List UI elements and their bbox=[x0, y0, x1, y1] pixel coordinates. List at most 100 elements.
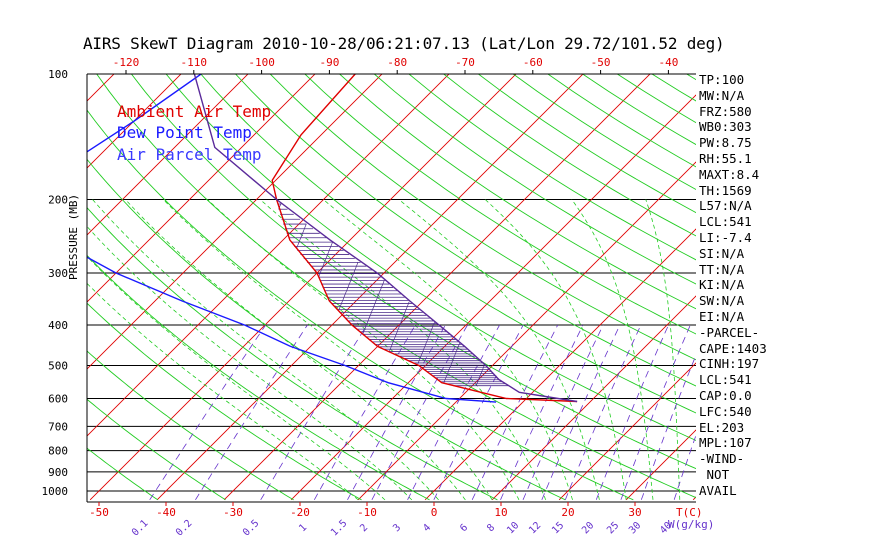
index-item: PW:8.75 bbox=[699, 135, 752, 151]
isotherm-0 bbox=[424, 228, 696, 501]
index-item: AVAIL bbox=[699, 482, 737, 498]
mixing-ratio-12 bbox=[541, 324, 621, 500]
cape-hatch-diagonal bbox=[417, 322, 435, 365]
dry-adiabat-340 bbox=[200, 74, 696, 414]
index-item: WB0:303 bbox=[699, 119, 752, 135]
mixing-ratio-label-0.1: 0.1 bbox=[130, 518, 151, 539]
bottom-temp-label-0: 0 bbox=[431, 506, 438, 519]
dry-adiabat-420 bbox=[478, 74, 696, 214]
index-item: -PARCEL- bbox=[699, 324, 760, 340]
top-temp-label--60: -60 bbox=[523, 56, 543, 69]
isotherm--30 bbox=[223, 74, 651, 501]
cape-hatch-diagonal bbox=[475, 364, 485, 386]
bottom-temp-label--20: -20 bbox=[290, 506, 310, 519]
page-title: AIRS SkewT Diagram 2010-10-28/06:21:07.1… bbox=[83, 34, 725, 53]
parcel-temp-line bbox=[193, 74, 578, 403]
isotherm--70 bbox=[87, 74, 383, 370]
index-item: KI:N/A bbox=[699, 277, 745, 293]
mixing-ratio-label-0.2: 0.2 bbox=[174, 518, 195, 539]
mixing-ratio-label-15: 15 bbox=[550, 520, 566, 536]
cape-hatch-diagonal bbox=[443, 342, 460, 383]
cape-hatch-diagonal bbox=[388, 301, 410, 352]
index-item: TP:100 bbox=[699, 72, 745, 87]
dry-adiabat-400 bbox=[408, 74, 696, 261]
moist-adiabat-6 bbox=[125, 199, 466, 501]
dry-adiabat-350 bbox=[235, 74, 696, 387]
mixing-ratio-3 bbox=[407, 324, 500, 500]
pressure-label-300: 300 bbox=[48, 267, 68, 280]
bottom-temp-label--40: -40 bbox=[156, 506, 176, 519]
top-temp-label--40: -40 bbox=[658, 56, 678, 69]
dry-adiabat-240 bbox=[87, 398, 226, 501]
mixing-ratio-label-3: 3 bbox=[391, 522, 403, 534]
cape-hatch-diagonal bbox=[296, 223, 307, 249]
dry-adiabat-250 bbox=[87, 350, 294, 501]
moist-adiabat-26 bbox=[398, 199, 600, 500]
mixing-ratio-20 bbox=[595, 324, 669, 500]
isotherm--120 bbox=[0, 65, 56, 500]
index-item: TH:1569 bbox=[699, 182, 752, 198]
mixing-ratio-label-20: 20 bbox=[580, 520, 596, 536]
mixing-ratio-2 bbox=[371, 324, 468, 500]
bottom-temp-label--10: -10 bbox=[357, 506, 377, 519]
dry-adiabat-270 bbox=[87, 254, 430, 501]
mixing-ratio-4 bbox=[433, 324, 524, 500]
top-temp-label--100: -100 bbox=[248, 56, 275, 69]
top-temp-label--70: -70 bbox=[455, 56, 475, 69]
moist-adiabat-34 bbox=[571, 199, 654, 500]
index-item: FRZ:580 bbox=[699, 103, 752, 119]
dry-adiabat-290 bbox=[87, 158, 566, 501]
moist-adiabat--2 bbox=[87, 225, 413, 501]
ambient-temp-line bbox=[271, 74, 578, 403]
pressure-label-200: 200 bbox=[48, 194, 68, 207]
mixing-ratio-6 bbox=[471, 324, 559, 500]
pressure-label-1000: 1000 bbox=[42, 485, 69, 498]
isotherm--110 bbox=[87, 74, 115, 102]
mixing-ratio-1.5 bbox=[347, 324, 446, 500]
mixing-ratio-label-0.5: 0.5 bbox=[241, 518, 262, 539]
mixing-ratio-label-12: 12 bbox=[527, 520, 543, 536]
moist-adiabat-30 bbox=[484, 199, 627, 500]
index-item: -WIND- bbox=[699, 451, 745, 467]
dry-adiabat-320 bbox=[131, 74, 696, 470]
legend-ambient-air-temp: Ambient Air Temp bbox=[117, 102, 272, 121]
pressure-label-400: 400 bbox=[48, 319, 68, 332]
dry-adiabat-390 bbox=[374, 74, 696, 285]
dry-adiabat-380 bbox=[339, 74, 696, 310]
bottom-temp-label-10: 10 bbox=[494, 506, 507, 519]
index-item: LCL:541 bbox=[699, 214, 752, 230]
bottom-temp-label--30: -30 bbox=[223, 506, 243, 519]
index-item: CAPE:1403 bbox=[699, 340, 767, 356]
isotherm--40 bbox=[156, 74, 584, 501]
isotherm-60 bbox=[827, 65, 870, 500]
isotherm-20 bbox=[558, 362, 696, 501]
index-item: MAXT:8.4 bbox=[699, 166, 760, 182]
cape-hatch-diagonal bbox=[362, 280, 385, 335]
isotherm--80 bbox=[87, 74, 316, 303]
moist-adiabat-22 bbox=[323, 199, 573, 500]
index-item: CINH:197 bbox=[699, 356, 760, 372]
y-axis-label: PRESSURE (MB) bbox=[67, 193, 80, 280]
dry-adiabat-260 bbox=[87, 302, 362, 501]
dry-adiabat-360 bbox=[269, 74, 696, 361]
mixing-ratio-label-8: 8 bbox=[485, 522, 497, 534]
cape-hatch-diagonal bbox=[318, 241, 333, 278]
mixing-ratio-unit: W(g/kg) bbox=[668, 518, 714, 531]
top-temp-label--90: -90 bbox=[319, 56, 339, 69]
pressure-label-800: 800 bbox=[48, 445, 68, 458]
mixing-ratio-25 bbox=[620, 324, 691, 500]
index-item: NOT bbox=[699, 466, 730, 482]
pressure-label-700: 700 bbox=[48, 420, 68, 433]
stability-indices-list: TP:100 MW:N/A FRZ:580 WB0:303 PW:8.75 RH:55.1… bbox=[699, 72, 767, 499]
index-item: L57:N/A bbox=[699, 198, 752, 214]
mixing-ratio-8 bbox=[500, 324, 584, 500]
mixing-ratio-label-25: 25 bbox=[605, 520, 621, 536]
top-temp-label--110: -110 bbox=[181, 56, 208, 69]
mixing-ratio-label-10: 10 bbox=[505, 520, 521, 536]
index-item: MPL:107 bbox=[699, 435, 752, 451]
bottom-temp-label-30: 30 bbox=[628, 506, 641, 519]
mixing-ratio-10 bbox=[522, 324, 604, 500]
dry-adiabat-520 bbox=[826, 74, 870, 500]
moist-adiabat-14 bbox=[207, 199, 520, 501]
